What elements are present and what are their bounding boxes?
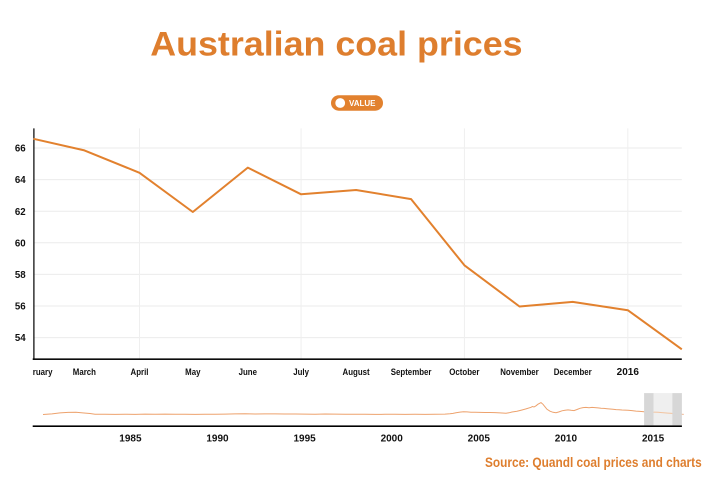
- svg-text:2015: 2015: [642, 434, 665, 445]
- svg-text:November: November: [500, 367, 539, 378]
- svg-text:October: October: [449, 367, 479, 378]
- svg-text:54: 54: [15, 333, 26, 344]
- svg-text:March: March: [73, 367, 96, 378]
- svg-text:April: April: [131, 367, 149, 378]
- svg-text:62: 62: [15, 207, 26, 218]
- svg-text:September: September: [391, 367, 432, 378]
- svg-text:May: May: [185, 367, 201, 378]
- svg-text:ruary: ruary: [33, 367, 53, 378]
- svg-text:60: 60: [15, 238, 26, 249]
- svg-text:56: 56: [15, 302, 26, 313]
- svg-text:2000: 2000: [381, 434, 404, 445]
- svg-text:June: June: [239, 367, 257, 378]
- svg-text:Source: Quandl coal prices and: Source: Quandl coal prices and charts: [485, 454, 702, 470]
- svg-text:Australian coal prices: Australian coal prices: [150, 25, 522, 63]
- svg-text:1985: 1985: [119, 434, 142, 445]
- svg-text:July: July: [293, 367, 309, 378]
- svg-text:1995: 1995: [293, 434, 316, 445]
- svg-text:1990: 1990: [206, 434, 229, 445]
- svg-text:58: 58: [15, 270, 26, 281]
- svg-text:2016: 2016: [617, 367, 640, 378]
- svg-text:December: December: [554, 367, 592, 378]
- svg-text:2005: 2005: [468, 434, 491, 445]
- svg-text:64: 64: [15, 175, 26, 186]
- svg-text:66: 66: [15, 144, 26, 155]
- svg-text:August: August: [343, 367, 371, 378]
- svg-text:VALUE: VALUE: [349, 99, 376, 108]
- svg-text:2010: 2010: [555, 434, 578, 445]
